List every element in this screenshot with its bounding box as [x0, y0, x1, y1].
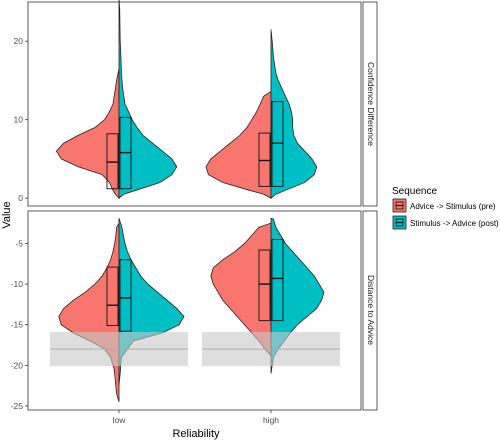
panel-0-marks: [55, 0, 318, 200]
y-tick-label-0-10: 10: [14, 115, 24, 125]
y-axis-title: Value: [1, 201, 13, 228]
y-tick-label-1--20: -20: [11, 360, 24, 370]
x-tick-label-high: high: [263, 415, 279, 425]
panels-layer: [27, 0, 362, 411]
axes-layer: 0 10 20 -25 -20 -15 -10 -5 low high: [11, 36, 280, 425]
y-tick-label-1--25: -25: [11, 401, 24, 411]
legend: Sequence Advice -> Stimulus (pre) Stimul…: [392, 186, 499, 230]
box-1-low-pre: [106, 266, 119, 326]
x-tick-label-low: low: [113, 415, 127, 425]
legend-entry-pre: Advice -> Stimulus (pre): [392, 198, 496, 213]
strip-box-bottom: [362, 210, 378, 411]
box-1-high-pre: [258, 249, 271, 322]
legend-title: Sequence: [392, 186, 437, 197]
legend-label-pre: Advice -> Stimulus (pre): [410, 202, 496, 211]
box-0-low-pre: [106, 133, 119, 190]
strip-label-distance-to-advice: Distance to Advice: [366, 275, 376, 345]
y-tick-label-1--15: -15: [11, 320, 24, 330]
violin-0-low-post: [118, 0, 178, 199]
violin-0-high-pre: [205, 90, 272, 199]
box-0-high-post: [271, 101, 284, 187]
legend-label-post: Stimulus -> Advice (post): [410, 219, 499, 228]
panel-1-marks: [50, 217, 340, 402]
box-0-high-pre: [258, 132, 271, 187]
box-1-low-post: [119, 259, 132, 332]
violin-0-low-pre: [55, 68, 120, 200]
strip-box-top: [362, 1, 378, 207]
y-tick-label-1--10: -10: [11, 279, 24, 289]
strip-label-confidence-difference: Confidence Difference: [366, 62, 376, 146]
box-1-high-post: [271, 238, 284, 322]
x-axis-title: Reliability: [172, 428, 220, 440]
y-tick-label-1--5: -5: [15, 238, 23, 248]
legend-entry-post: Stimulus -> Advice (post): [392, 215, 499, 230]
violin-0-high-post: [270, 29, 318, 199]
y-tick-label-0-0: 0: [18, 193, 23, 203]
y-tick-label-0-20: 20: [14, 36, 24, 46]
